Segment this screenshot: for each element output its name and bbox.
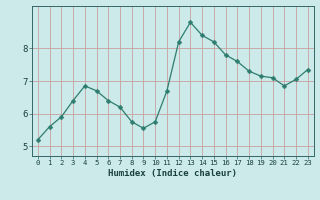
X-axis label: Humidex (Indice chaleur): Humidex (Indice chaleur) bbox=[108, 169, 237, 178]
